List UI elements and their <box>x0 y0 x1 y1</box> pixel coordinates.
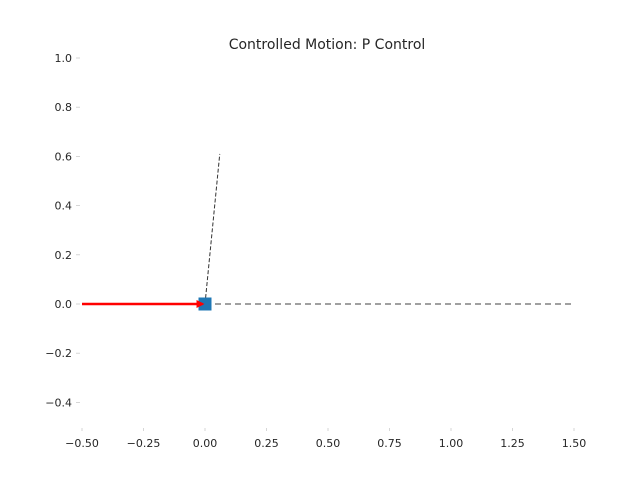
chart-title: Controlled Motion: P Control <box>229 37 426 53</box>
x-tick-label: 1.50 <box>562 437 587 450</box>
y-tick-label: 0.4 <box>55 200 73 213</box>
x-tick-label: 1.00 <box>439 437 464 450</box>
x-tick-label: 0.25 <box>254 437 279 450</box>
y-tick-label: 0.8 <box>55 101 73 114</box>
x-tick-label: 0.75 <box>377 437 402 450</box>
x-tick-label: 1.25 <box>500 437 525 450</box>
y-tick-label: 0.6 <box>55 150 73 163</box>
plot-area <box>82 153 574 311</box>
x-tick-label: 0.50 <box>316 437 341 450</box>
y-tick-label: −0.4 <box>45 396 72 409</box>
y-tick-label: 0.2 <box>55 249 73 262</box>
x-axis: −0.50 −0.25 0.00 0.25 0.50 0.75 1.00 1.25 1.50 <box>65 428 586 450</box>
y-tick-label: 0.0 <box>55 298 73 311</box>
x-tick-label: −0.25 <box>127 437 161 450</box>
x-tick-label: 0.00 <box>193 437 218 450</box>
x-tick-label: −0.50 <box>65 437 99 450</box>
y-tick-label: −0.2 <box>45 347 72 360</box>
y-axis: 1.0 0.8 0.6 0.4 0.2 0.0 −0.2 −0.4 <box>45 52 80 409</box>
pendulum-rod-line <box>204 153 221 305</box>
y-tick-label: 1.0 <box>55 52 73 65</box>
